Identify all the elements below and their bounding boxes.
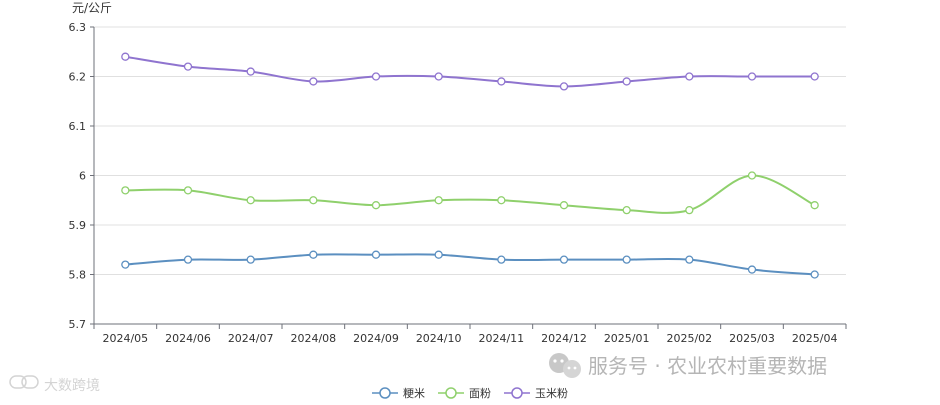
y-tick-label: 6 <box>79 170 86 183</box>
wechat-icon <box>549 353 581 378</box>
data-point[interactable] <box>497 255 506 264</box>
y-axis: 5.7 5.8 5.9 6 6.1 6.2 6.3 <box>69 21 95 331</box>
y-tick-label: 5.8 <box>69 269 87 282</box>
data-point[interactable] <box>497 77 506 86</box>
data-point[interactable] <box>183 255 193 264</box>
data-point[interactable] <box>183 186 193 195</box>
data-point[interactable] <box>246 67 255 76</box>
data-point[interactable] <box>309 196 318 205</box>
watermark-text: 服务号 · 农业农村重要数据 <box>588 354 827 378</box>
series-layer <box>121 52 819 279</box>
series-2 <box>121 171 819 215</box>
series-line <box>125 253 815 276</box>
data-point[interactable] <box>246 196 255 205</box>
watermark-left-text: 大数跨境 <box>44 378 100 394</box>
data-point[interactable] <box>121 260 130 269</box>
data-point[interactable] <box>559 255 569 264</box>
data-point[interactable] <box>622 205 631 215</box>
data-point[interactable] <box>121 52 130 61</box>
x-tick-label: 2024/07 <box>228 332 274 345</box>
data-point[interactable] <box>622 255 631 264</box>
x-tick-label: 2024/12 <box>541 332 587 345</box>
data-point[interactable] <box>371 201 381 210</box>
legend-label: 面粉 <box>469 387 491 400</box>
y-tick-label: 6.1 <box>69 120 87 133</box>
x-tick-label: 2024/05 <box>102 332 148 345</box>
x-tick-label: 2024/06 <box>165 332 211 345</box>
legend-item[interactable]: 面粉 <box>438 387 491 400</box>
data-point[interactable] <box>747 265 757 274</box>
x-tick-label: 2025/03 <box>729 332 775 345</box>
data-point[interactable] <box>434 72 443 81</box>
x-tick-label: 2024/11 <box>478 332 524 345</box>
y-tick-label: 6.2 <box>69 71 87 84</box>
data-point[interactable] <box>121 186 130 195</box>
data-point[interactable] <box>497 196 506 205</box>
series-line <box>125 174 816 214</box>
data-point[interactable] <box>309 77 318 86</box>
x-tick-label: 2024/09 <box>353 332 399 345</box>
x-tick-label: 2025/02 <box>666 332 712 345</box>
watermark-left: 大数跨境 <box>9 375 100 394</box>
data-point[interactable] <box>371 250 381 259</box>
legend-marker-icon <box>445 387 457 399</box>
grid-lines <box>94 26 846 275</box>
legend-label: 粳米 <box>403 386 425 400</box>
data-point[interactable] <box>747 72 757 81</box>
x-tick-label: 2025/01 <box>604 332 650 345</box>
series-1 <box>121 250 819 279</box>
data-point[interactable] <box>685 205 694 215</box>
legend-item[interactable]: 粳米 <box>372 386 425 400</box>
x-tick-label: 2025/04 <box>792 332 838 345</box>
data-point[interactable] <box>747 171 757 180</box>
legend-label: 玉米粉 <box>535 387 568 400</box>
data-point[interactable] <box>559 201 569 210</box>
series-3 <box>121 52 819 91</box>
data-point[interactable] <box>559 82 569 91</box>
x-tick-label: 2024/10 <box>416 332 462 345</box>
data-point[interactable] <box>434 196 443 205</box>
data-point[interactable] <box>810 270 819 279</box>
data-point[interactable] <box>183 62 193 71</box>
y-tick-label: 5.7 <box>69 318 87 331</box>
data-point[interactable] <box>371 72 381 81</box>
y-tick-label: 5.9 <box>69 219 87 232</box>
y-tick-label: 6.3 <box>69 21 87 34</box>
y-axis-unit-label: 元/公斤 <box>72 1 112 15</box>
data-point[interactable] <box>246 255 255 264</box>
brand-logo-icon <box>9 375 39 389</box>
data-point[interactable] <box>685 255 694 264</box>
data-point[interactable] <box>434 250 443 259</box>
x-axis: 2024/05 2024/06 2024/07 2024/08 2024/09 2024/… <box>93 323 847 345</box>
data-point[interactable] <box>810 201 819 210</box>
legend-marker-icon <box>379 387 391 399</box>
legend[interactable]: 粳米 面粉 玉米粉 <box>372 386 568 400</box>
legend-item[interactable]: 玉米粉 <box>504 387 568 400</box>
watermark-right: 服务号 · 农业农村重要数据 <box>549 353 827 378</box>
data-point[interactable] <box>685 72 694 81</box>
data-point[interactable] <box>810 72 819 81</box>
legend-marker-icon <box>511 387 523 399</box>
data-point[interactable] <box>309 250 318 259</box>
data-point[interactable] <box>622 77 631 86</box>
series-line <box>125 55 815 88</box>
x-tick-label: 2024/08 <box>290 332 336 345</box>
